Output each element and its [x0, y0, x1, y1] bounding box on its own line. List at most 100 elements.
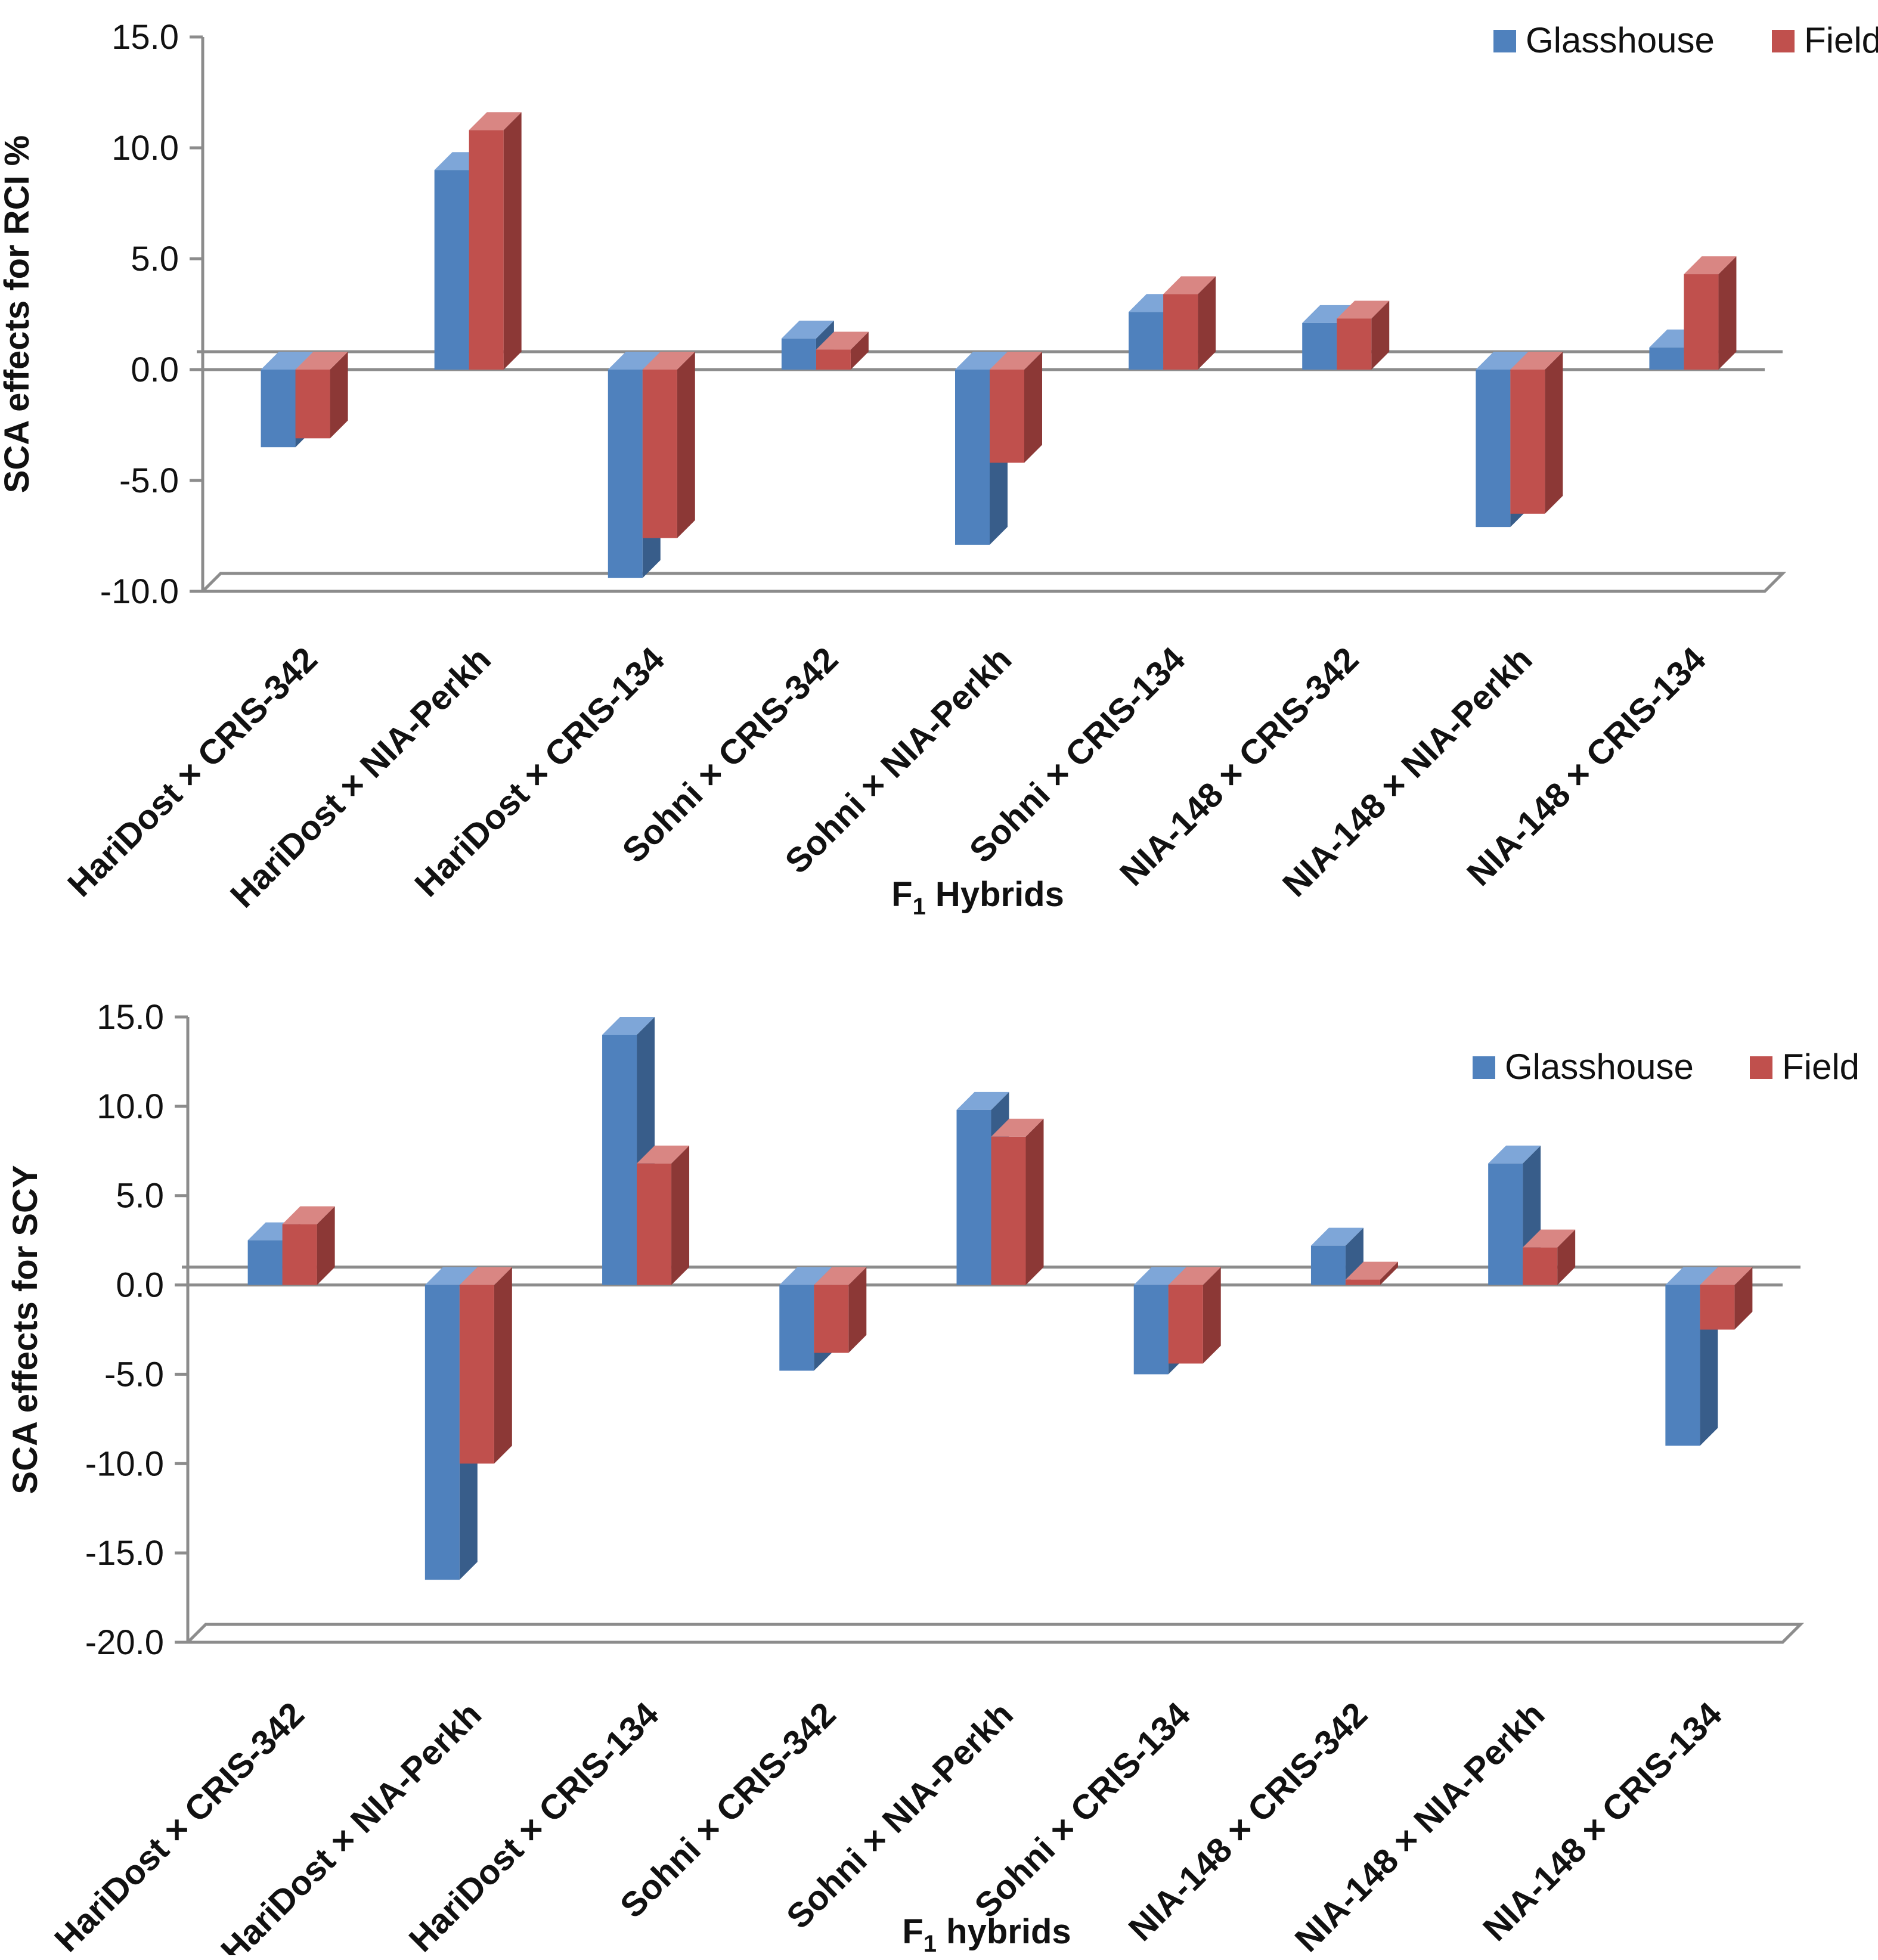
bar-top-face: [1310, 1227, 1363, 1246]
bar-field: [1700, 1267, 1753, 1330]
floor-platform: [184, 1623, 1805, 1644]
bar-side-face: [503, 112, 522, 370]
legend-label-glasshouse: Glasshouse: [1526, 20, 1715, 60]
bar-field: [1684, 256, 1737, 370]
y-tick-label: 5.0: [131, 240, 179, 278]
bar-side-face: [317, 1206, 335, 1285]
bar-front-face: [1700, 1285, 1735, 1330]
bar-side-face: [1545, 352, 1563, 514]
bar-field: [469, 112, 522, 370]
bar-front-face: [1133, 1285, 1169, 1375]
bar-top-face: [991, 1118, 1044, 1137]
bar-front-face: [642, 370, 677, 538]
y-tick-label: -5.0: [119, 461, 179, 500]
bar-top-face: [1510, 352, 1563, 370]
bar-field: [459, 1267, 512, 1464]
bar-side-face: [1718, 256, 1737, 370]
bar-side-face: [494, 1267, 512, 1464]
bar-top-face: [1488, 1145, 1541, 1164]
bar-top-face: [642, 352, 695, 370]
bar-top-face: [608, 352, 661, 370]
x-axis-title: F1 Hybrids: [891, 875, 1064, 920]
bar-field: [1337, 300, 1390, 370]
bar-front-face: [282, 1224, 317, 1285]
bar-top-face: [295, 352, 348, 370]
bar-front-face: [1302, 322, 1337, 370]
bar-top-face: [1523, 1229, 1576, 1248]
floor-platform: [199, 572, 1787, 593]
bar-front-face: [779, 1285, 814, 1371]
bar-front-face: [1488, 1163, 1523, 1285]
bar-top-face: [459, 1267, 512, 1285]
y-tick-label: 10.0: [111, 129, 179, 168]
bar-field: [282, 1206, 335, 1285]
bar-front-face: [434, 170, 469, 370]
bar-front-face: [469, 130, 504, 370]
bar-front-face: [1649, 347, 1684, 370]
y-tick-label: 5.0: [116, 1177, 164, 1215]
bar-side-face: [1734, 1267, 1753, 1330]
bar-front-face: [459, 1285, 494, 1464]
bar-field: [816, 331, 869, 370]
bar-front-face: [781, 338, 816, 370]
bar-side-face: [1203, 1267, 1221, 1364]
bar-top-face: [990, 352, 1042, 370]
bar-front-face: [955, 370, 990, 545]
bar-front-face: [1310, 1245, 1346, 1285]
bar-field: [637, 1145, 690, 1285]
bar-front-face: [1665, 1285, 1700, 1446]
y-axis-title: SCA effects for RCI %: [0, 135, 36, 494]
legend-swatch-field: [1772, 30, 1795, 52]
bar-front-face: [956, 1109, 991, 1285]
bar-side-face: [1198, 276, 1216, 370]
bar-front-face: [1523, 1247, 1558, 1285]
bar-front-face: [1337, 318, 1372, 370]
bar-side-face: [1024, 352, 1042, 463]
x-axis-title-main: F: [891, 875, 912, 914]
bar-side-face: [330, 352, 348, 439]
legend-label-glasshouse: Glasshouse: [1505, 1047, 1694, 1087]
bar-top-face: [1665, 1267, 1718, 1285]
bar-front-face: [814, 1285, 849, 1353]
legend-swatch-field: [1750, 1056, 1772, 1079]
y-tick-label: 15.0: [111, 18, 179, 57]
bar-top-face: [424, 1267, 478, 1285]
bar-front-face: [1168, 1285, 1203, 1364]
bar-front-face: [1345, 1279, 1380, 1285]
bar-top-face: [1163, 276, 1216, 294]
bar-top-face: [1476, 352, 1529, 370]
y-tick-label: -20.0: [85, 1623, 164, 1662]
bar-top-face: [955, 352, 1008, 370]
bar-top-face: [1345, 1261, 1398, 1280]
bar-field: [1510, 352, 1563, 514]
y-tick-label: 15.0: [97, 998, 164, 1037]
bar-field: [1163, 276, 1216, 370]
bar-top-face: [1684, 256, 1737, 275]
y-tick-label: 0.0: [116, 1266, 164, 1305]
scy-chart: 15.010.05.00.0-5.0-10.0-15.0-20.0HariDos…: [6, 998, 1860, 1955]
x-axis-title-main: F: [902, 1912, 923, 1951]
bar-top-face: [1302, 305, 1355, 323]
bar-side-face: [848, 1267, 867, 1353]
x-axis-title-rest: hybrids: [937, 1912, 1071, 1951]
bar-front-face: [608, 370, 643, 578]
bar-top-face: [1133, 1267, 1186, 1285]
legend-label-field: Field: [1804, 20, 1878, 60]
bar-field: [814, 1267, 867, 1353]
bar-front-face: [295, 370, 330, 439]
bar-field: [295, 352, 348, 439]
x-axis-title-subscript: 1: [913, 894, 926, 920]
bar-side-face: [1380, 1261, 1398, 1285]
bar-top-face: [602, 1016, 655, 1035]
y-tick-label: -5.0: [104, 1355, 164, 1394]
bar-top-face: [816, 331, 869, 350]
bar-top-face: [779, 1267, 832, 1285]
bar-front-face: [637, 1163, 672, 1285]
legend-swatch-glasshouse: [1493, 30, 1516, 52]
y-tick-label: 10.0: [97, 1087, 164, 1126]
bar-field: [1168, 1267, 1221, 1364]
bar-field: [990, 352, 1042, 463]
bar-top-face: [469, 112, 522, 131]
